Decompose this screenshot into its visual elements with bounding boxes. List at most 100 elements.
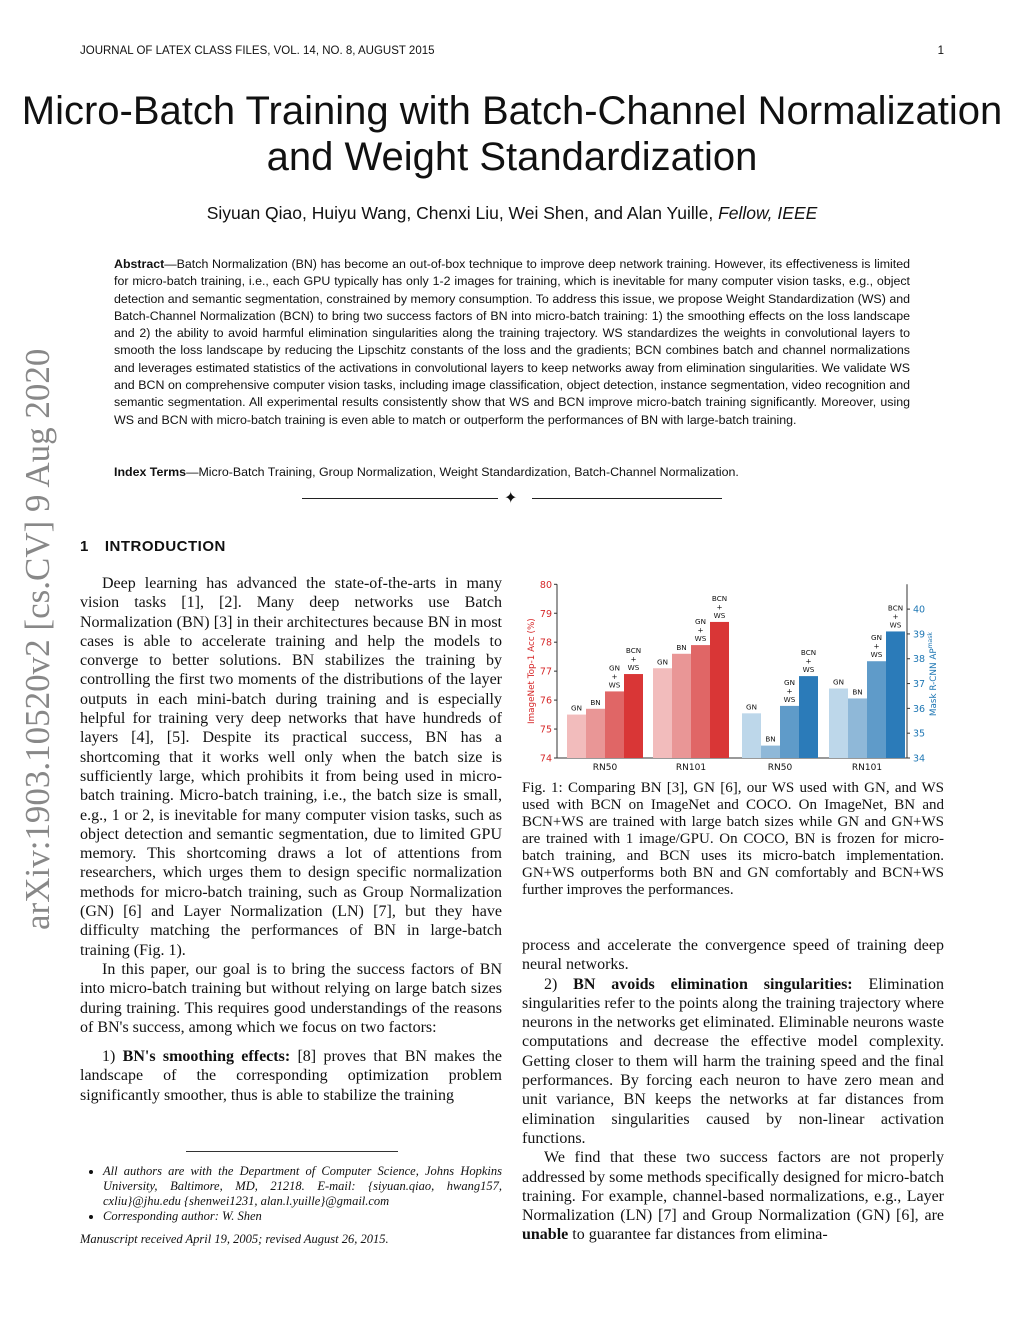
figure-caption: Fig. 1: Comparing BN [3], GN [6], our WS…	[522, 780, 944, 898]
bar-label: WS	[784, 695, 796, 704]
running-header: JOURNAL OF LATEX CLASS FILES, VOL. 14, N…	[80, 45, 944, 57]
bar	[691, 645, 710, 758]
authors: Siyuan Qiao, Huiyu Wang, Chenxi Liu, Wei…	[206, 203, 714, 223]
bar-label: +	[697, 626, 703, 635]
right-tick-label: 35	[913, 729, 925, 740]
bar-label: +	[611, 672, 617, 681]
paragraph: process and accelerate the convergence s…	[522, 937, 944, 974]
bar	[886, 631, 905, 758]
bar	[653, 668, 672, 758]
bar-label: BCN	[888, 603, 903, 612]
text: to guarantee far distances from elimina-	[568, 1226, 828, 1244]
bar-label: GN	[833, 678, 844, 687]
item-number: 1)	[102, 1048, 116, 1066]
left-tick-label: 76	[540, 696, 552, 707]
paragraph: We find that these two success factors a…	[522, 1148, 944, 1244]
section-number: 1	[80, 538, 89, 555]
section-title: INTRODUCTION	[104, 538, 226, 555]
left-tick-label: 78	[540, 638, 552, 649]
bar-label: BN	[676, 643, 686, 652]
section-heading: 1 INTRODUCTION	[80, 538, 226, 555]
bar-label: GN	[657, 657, 668, 666]
bar-label: WS	[609, 680, 621, 689]
left-tick-label: 80	[540, 580, 552, 591]
bold-text: unable	[522, 1226, 569, 1244]
right-tick-label: 36	[913, 704, 925, 715]
abstract-label: Abstract	[114, 257, 165, 271]
item-number: 2)	[544, 975, 558, 993]
right-tick-label: 40	[913, 605, 925, 616]
manuscript-note: Manuscript received April 19, 2005; revi…	[80, 1232, 389, 1246]
page-number: 1	[937, 45, 944, 57]
category-label: RN50	[768, 763, 793, 773]
section-divider: ✦	[302, 490, 722, 507]
bar	[829, 688, 848, 758]
bar-label: WS	[890, 620, 902, 629]
bar-label: GN	[746, 702, 757, 711]
footnote: Corresponding author: W. Shen	[103, 1209, 502, 1224]
bar-label: WS	[628, 663, 640, 672]
bar	[799, 676, 818, 758]
left-tick-label: 75	[540, 725, 552, 736]
footnote-rule	[186, 1151, 398, 1152]
bar-label: GN	[871, 633, 882, 642]
author-list: Siyuan Qiao, Huiyu Wang, Chenxi Liu, Wei…	[0, 203, 1024, 224]
left-tick-label: 79	[540, 609, 552, 620]
bar-label: BN	[590, 698, 600, 707]
left-tick-label: 77	[540, 667, 552, 678]
paragraph: Deep learning has advanced the state-of-…	[80, 575, 502, 959]
bar	[848, 698, 867, 758]
item-heading: BN's smoothing effects:	[122, 1048, 291, 1066]
bar-label: BN	[765, 735, 775, 744]
left-tick-label: 74	[540, 754, 552, 765]
abstract-text: —Batch Normalization (BN) has become an …	[114, 257, 910, 427]
bar-label: +	[892, 612, 898, 621]
bar	[624, 674, 643, 758]
category-label: RN101	[852, 763, 882, 773]
bar-label: +	[805, 657, 811, 666]
bar-label: BN	[852, 687, 862, 696]
bar	[567, 714, 586, 758]
text: We find that these two success factors a…	[522, 1149, 944, 1225]
bar	[742, 713, 761, 758]
arxiv-stamp: arXiv:1903.10520v2 [cs.CV] 9 Aug 2020	[18, 348, 57, 930]
right-tick-label: 38	[913, 654, 925, 665]
bar-label: WS	[714, 611, 726, 620]
footnote: All authors are with the Department of C…	[103, 1164, 502, 1209]
right-column: process and accelerate the convergence s…	[522, 936, 944, 1245]
right-tick-label: 39	[913, 629, 925, 640]
bar-label: BCN	[626, 646, 641, 655]
bar	[761, 745, 780, 758]
right-axis-label: Mask R-CNN APmask	[927, 632, 939, 716]
bar-label: WS	[871, 650, 883, 659]
bar-label: BCN	[712, 594, 727, 603]
right-tick-label: 37	[913, 679, 925, 690]
footnotes: All authors are with the Department of C…	[80, 1164, 502, 1247]
bar-label: +	[630, 655, 636, 664]
paragraph: In this paper, our goal is to bring the …	[80, 960, 502, 1036]
left-axis-label: ImageNet Top-1 Acc (%)	[527, 618, 537, 724]
bar	[780, 705, 799, 758]
index-terms-text: —Micro-Batch Training, Group Normalizati…	[186, 465, 739, 479]
item-heading: BN avoids elimination singularities:	[573, 975, 853, 993]
category-label: RN50	[593, 763, 618, 773]
journal-name: JOURNAL OF LATEX CLASS FILES, VOL. 14, N…	[80, 45, 435, 57]
bar	[586, 708, 605, 758]
index-terms: Index Terms—Micro-Batch Training, Group …	[114, 464, 910, 481]
bar	[605, 691, 624, 758]
bar-label: WS	[695, 634, 707, 643]
abstract: Abstract—Batch Normalization (BN) has be…	[114, 256, 910, 429]
bar-label: WS	[803, 665, 815, 674]
left-column: Deep learning has advanced the state-of-…	[80, 574, 502, 1105]
index-terms-label: Index Terms	[114, 465, 187, 479]
bar-label: GN	[784, 678, 795, 687]
list-item: 1) BN's smoothing effects: [8] proves th…	[80, 1047, 502, 1105]
bar-label: GN	[695, 617, 706, 626]
right-axis-label-sup: mask	[927, 632, 934, 649]
item-text: [8] proves that BN makes the landscape o…	[80, 1048, 503, 1104]
bar-label: GN	[609, 663, 620, 672]
bar-label: BCN	[801, 648, 816, 657]
bar-label: +	[786, 686, 792, 695]
bar-label: GN	[571, 704, 582, 713]
